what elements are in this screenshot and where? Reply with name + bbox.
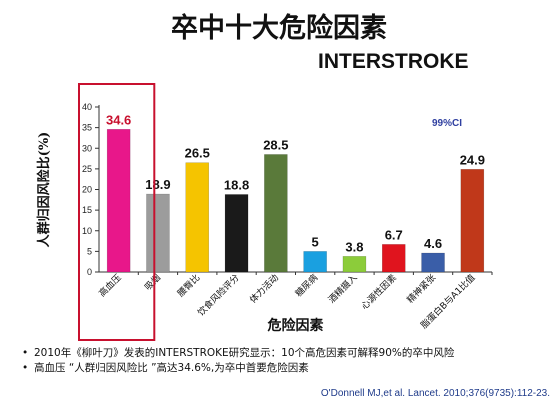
category-label: 心源性因素	[359, 272, 399, 312]
y-axis-title: 人群归因风险比(%)	[36, 132, 52, 248]
x-axis-title: 危险因素	[267, 317, 324, 334]
category-label: 腰臀比	[175, 272, 203, 300]
value-label: 24.9	[460, 152, 485, 167]
citation: O'Donnell MJ,et al. Lancet. 2010;376(973…	[320, 388, 550, 399]
value-label: 4.6	[424, 236, 442, 251]
bar	[146, 193, 170, 273]
bar	[382, 244, 406, 273]
category-label: 吸烟	[142, 272, 163, 293]
bar	[106, 129, 131, 273]
bar	[224, 194, 249, 273]
value-label: 6.7	[385, 227, 403, 242]
bar	[264, 154, 288, 273]
y-tick-label: 40	[82, 102, 92, 112]
y-tick-label: 35	[82, 123, 92, 133]
value-label: 5	[312, 234, 319, 249]
category-label: 饮食风险评分	[195, 272, 242, 319]
value-label: 18.8	[224, 177, 249, 192]
bar	[185, 162, 209, 273]
bar	[342, 256, 367, 273]
value-label: 28.5	[263, 137, 288, 152]
category-label: 精神紧张	[404, 272, 438, 306]
category-label: 高血压	[96, 272, 124, 300]
y-tick-label: 30	[82, 143, 92, 153]
slide-title: 卒中十大危险因素	[171, 13, 387, 44]
value-label: 3.8	[345, 239, 363, 254]
value-label: 26.5	[185, 146, 210, 161]
confidence-interval-label: 99%CI	[432, 118, 463, 129]
study-notes: 2010年《柳叶刀》发表的INTERSTROKE研究显示：10个高危因素可解释9…	[22, 346, 454, 376]
y-tick-label: 25	[82, 164, 92, 174]
highlight-box	[78, 83, 156, 341]
y-tick-label: 5	[87, 246, 92, 256]
note-item: 2010年《柳叶刀》发表的INTERSTROKE研究显示：10个高危因素可解释9…	[22, 346, 454, 361]
y-tick-label: 15	[82, 205, 92, 215]
y-tick-label: 0	[87, 267, 92, 277]
bar	[421, 252, 445, 273]
y-tick-label: 20	[82, 185, 92, 195]
category-label: 体力活动	[247, 272, 281, 306]
bar	[460, 169, 485, 273]
bar	[303, 251, 327, 273]
value-label: 34.6	[106, 112, 131, 127]
note-item: 高血压 “人群归因风险比 ”高达34.6%,为卒中首要危险因素	[22, 361, 454, 376]
y-tick-label: 10	[82, 226, 92, 236]
value-label: 18.9	[145, 177, 170, 192]
category-label: 糖尿病	[293, 272, 321, 300]
category-label: 酒精摄入	[326, 272, 360, 306]
study-name: INTERSTROKE	[318, 50, 469, 73]
